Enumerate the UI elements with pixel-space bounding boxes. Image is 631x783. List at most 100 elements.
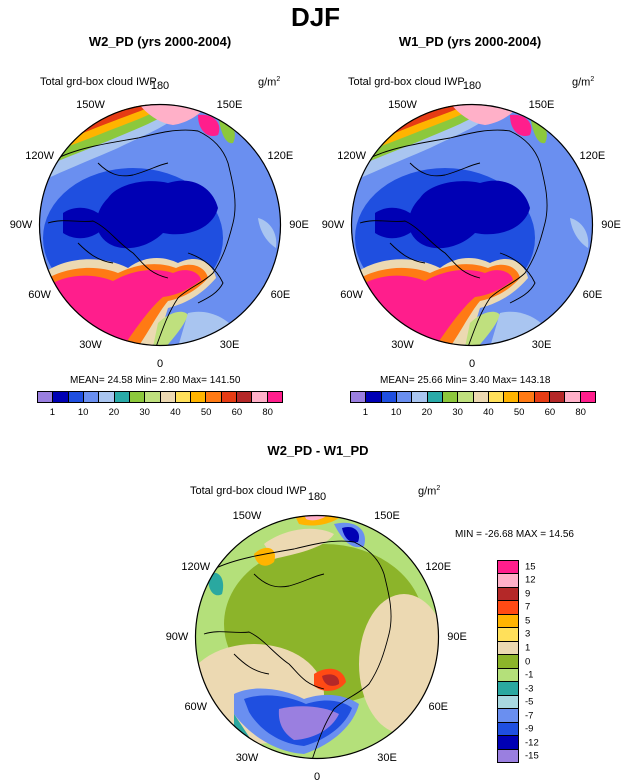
longitude-label: 60W (28, 288, 51, 301)
colorbar-tick-label: 12 (525, 574, 536, 586)
colorbar-swatch (52, 392, 68, 402)
colorbar-swatch (549, 392, 565, 402)
panel1-title: W2_PD (yrs 2000-2004) (88, 34, 232, 49)
colorbar-swatch (498, 561, 518, 574)
colorbar-swatch (190, 392, 206, 402)
colorbar-swatch (498, 735, 518, 749)
longitude-label: 150E (528, 98, 555, 111)
longitude-label: 120W (337, 149, 366, 162)
colorbar-tick-label: 10 (77, 407, 89, 418)
colorbar-swatch (487, 392, 504, 402)
longitude-label: 150W (76, 98, 105, 111)
longitude-label: 150W (232, 509, 262, 522)
panel3-units-label: g/m2 (418, 485, 441, 498)
colorbar-tick-label: -5 (525, 696, 534, 708)
colorbar-swatch (457, 392, 473, 402)
colorbar-tick-label: 1 (525, 642, 531, 654)
longitude-label: 90E (601, 219, 621, 231)
colorbar-tick-label: 80 (262, 407, 273, 418)
longitude-label: 180 (150, 80, 170, 92)
colorbar-tick-label: 30 (452, 407, 463, 418)
colorbar-swatch (128, 392, 145, 402)
longitude-label: 120W (25, 149, 54, 162)
colorbar-swatch (518, 392, 534, 402)
colorbar-swatch (144, 392, 160, 402)
colorbar-swatch (441, 392, 458, 402)
colorbar-tick-label: 30 (139, 407, 150, 418)
colorbar-tick-label: 60 (231, 407, 243, 418)
colorbar-swatch (498, 573, 518, 587)
colorbar-swatch (395, 392, 412, 402)
longitude-label: 120E (425, 561, 452, 573)
colorbar-tick-label: 20 (108, 407, 120, 418)
longitude-label: 120E (579, 149, 606, 162)
longitude-label: 90E (289, 219, 309, 231)
colorbar-swatch (472, 392, 488, 402)
panel2-title: W1_PD (yrs 2000-2004) (398, 34, 542, 49)
longitude-label: 90W (165, 631, 189, 643)
colorbar-swatch (98, 392, 114, 402)
colorbar-swatch (205, 392, 221, 402)
colorbar-swatch (411, 392, 427, 402)
panel3-stats: MIN = -26.68 MAX = 14.56 (455, 529, 574, 540)
longitude-label: 180 (307, 491, 327, 503)
longitude-label: 150E (216, 98, 243, 111)
panel3-variable-label: Total grd-box cloud IWP (190, 485, 307, 497)
colorbar-tick-label: 20 (421, 407, 433, 418)
colorbar-tick-label: -1 (525, 669, 534, 681)
panel1-stats: MEAN= 24.58 Min= 2.80 Max= 141.50 (70, 375, 241, 386)
colorbar-tick-label: 40 (483, 407, 494, 418)
panel2-stats: MEAN= 25.66 Min= 3.40 Max= 143.18 (380, 375, 551, 386)
colorbar-swatch (220, 392, 237, 402)
colorbar-swatch (38, 392, 53, 402)
longitude-label: 0 (313, 771, 321, 783)
colorbar-swatch (503, 392, 519, 402)
colorbar-swatch (579, 392, 595, 402)
longitude-label: 180 (462, 80, 482, 92)
panel1-colorbar (37, 391, 283, 403)
colorbar-tick-label: -9 (525, 723, 534, 735)
colorbar-swatch (498, 681, 518, 695)
panel1-variable-label: Total grd-box cloud IWP (40, 76, 157, 88)
longitude-label: 90W (9, 219, 33, 231)
colorbar-tick-label: -12 (525, 737, 539, 749)
colorbar-tick-label: -7 (525, 710, 534, 722)
panel3-title: W2_PD - W1_PD (267, 443, 369, 458)
colorbar-swatch (498, 667, 518, 682)
longitude-label: 90E (447, 631, 467, 643)
colorbar-tick-label: 40 (170, 407, 181, 418)
colorbar-tick-label: 9 (525, 588, 531, 600)
colorbar-tick-label: 7 (525, 601, 531, 613)
panel2-variable-label: Total grd-box cloud IWP (348, 76, 465, 88)
colorbar-swatch (365, 392, 381, 402)
colorbar-swatch (498, 748, 518, 763)
colorbar-tick-label: 15 (525, 561, 536, 573)
longitude-label: 60E (582, 288, 603, 301)
longitude-label: 30E (219, 339, 240, 352)
colorbar-swatch (380, 392, 396, 402)
colorbar-tick-label: 60 (544, 407, 556, 418)
colorbar-tick-label: -15 (525, 750, 539, 762)
colorbar-tick-label: 3 (525, 628, 531, 640)
colorbar-swatch (113, 392, 129, 402)
colorbar-swatch (498, 627, 518, 641)
figure-title: DJF (290, 2, 341, 32)
colorbar-swatch (498, 600, 518, 614)
longitude-label: 30W (79, 339, 102, 352)
colorbar-swatch (498, 613, 518, 628)
colorbar-swatch (498, 694, 518, 709)
longitude-label: 150E (374, 509, 400, 522)
colorbar-swatch (498, 654, 518, 668)
panel2-polar-map (350, 103, 594, 347)
panel2-units-label: g/m2 (572, 76, 595, 89)
colorbar-swatch (351, 392, 366, 402)
panel1-units-label: g/m2 (258, 76, 281, 89)
panel1-polar-map (38, 103, 282, 347)
colorbar-swatch (67, 392, 83, 402)
longitude-label: 60W (340, 288, 363, 301)
colorbar-swatch (266, 392, 282, 402)
longitude-label: 0 (156, 358, 164, 370)
colorbar-tick-label: 80 (575, 407, 586, 418)
longitude-label: 30W (235, 752, 259, 765)
colorbar-swatch (498, 586, 518, 601)
